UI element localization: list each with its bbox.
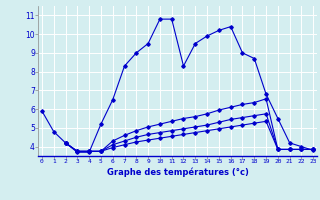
X-axis label: Graphe des températures (°c): Graphe des températures (°c) — [107, 167, 249, 177]
